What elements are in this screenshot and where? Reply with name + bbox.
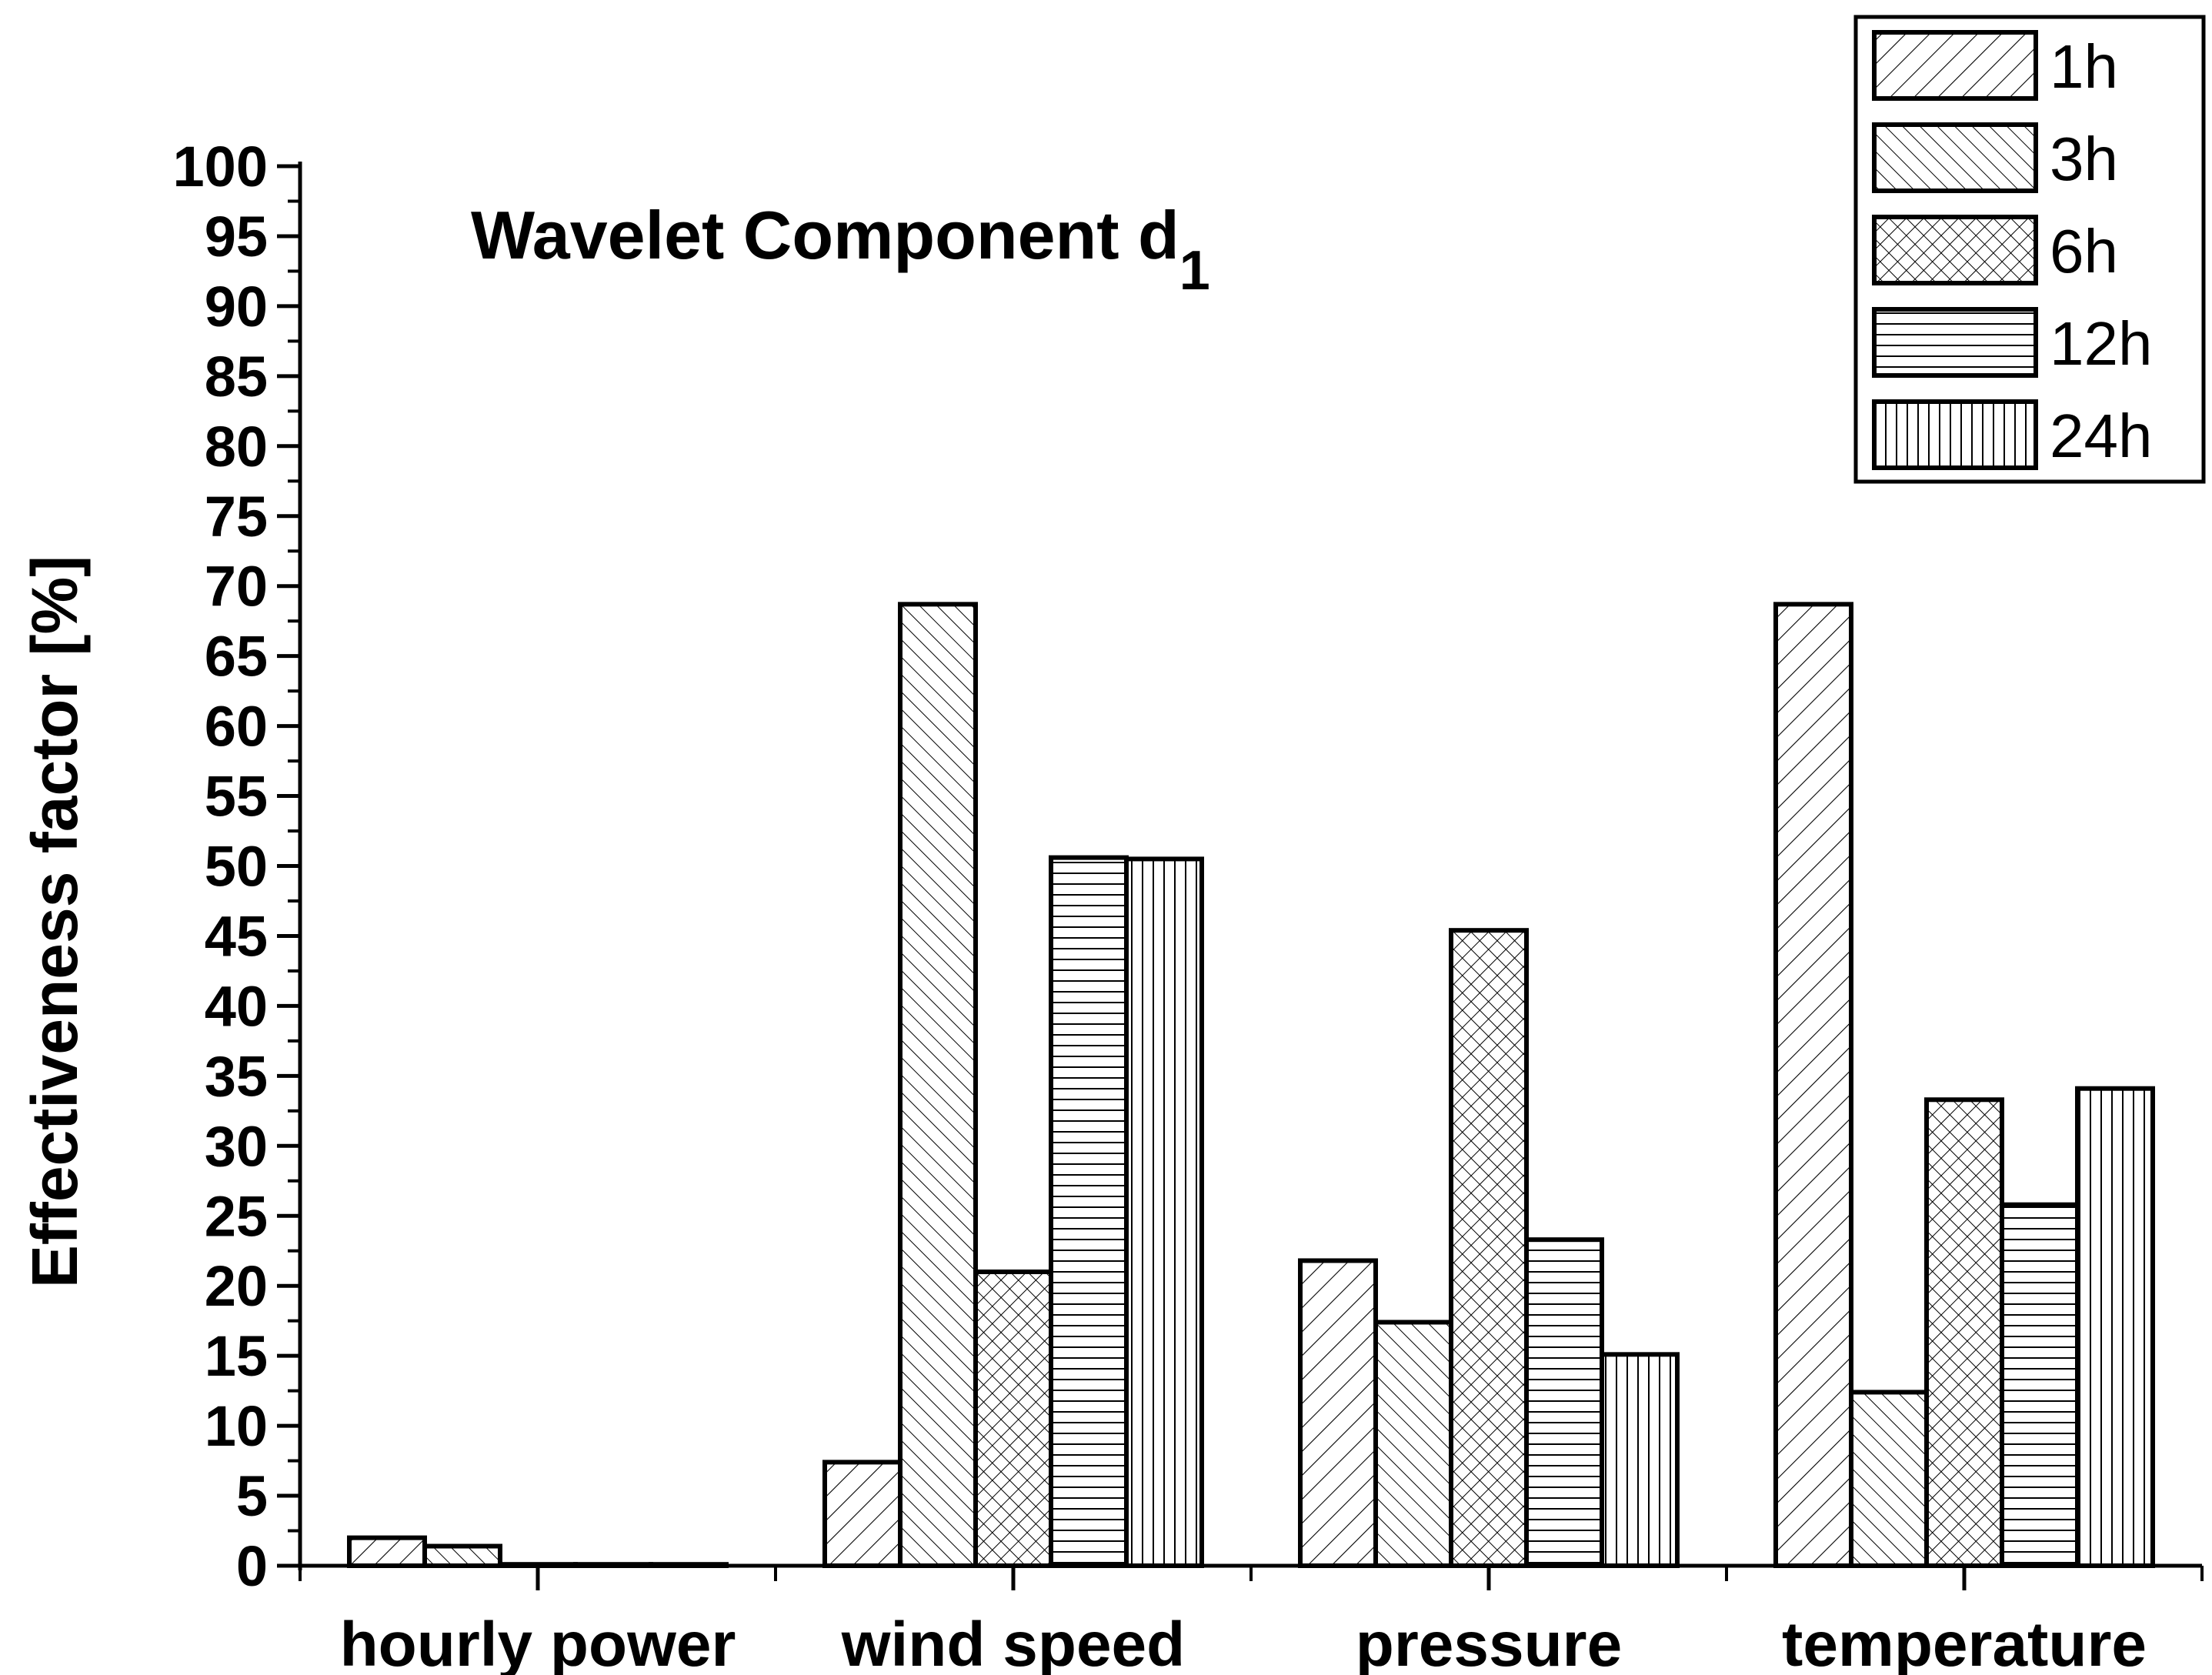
y-tick-label: 40: [205, 974, 268, 1038]
chart-title-main: Wavelet Component d: [471, 197, 1179, 273]
legend-swatch: [1872, 122, 2038, 193]
legend-label: 12h: [2050, 309, 2152, 378]
y-tick-label: 60: [205, 695, 268, 759]
y-tick-label: 100: [173, 135, 268, 199]
bar-3h-pressure: [1373, 1320, 1453, 1569]
y-tick-label: 45: [205, 904, 268, 968]
y-tick-label: 95: [205, 205, 268, 269]
x-category-label: wind speed: [841, 1610, 1186, 1675]
chart-title-subscript: 1: [1179, 240, 1210, 302]
legend-swatch: [1872, 215, 2038, 285]
y-tick-label: 0: [236, 1534, 268, 1598]
x-category-label: hourly power: [340, 1610, 736, 1675]
y-tick-label: 75: [205, 485, 268, 549]
y-tick-label: 90: [205, 275, 268, 339]
x-axis: hourly power wind speed pressure temperatur…: [299, 1563, 2204, 1675]
bar-1h-hourly-power: [347, 1535, 427, 1568]
bar-24h-pressure: [1600, 1352, 1680, 1569]
y-axis: 0510152025303540455055606570758085909510…: [173, 135, 302, 1598]
x-category-label: temperature: [1782, 1610, 2147, 1675]
y-tick-label: 15: [205, 1324, 268, 1388]
bar-12h-wind-speed: [1049, 855, 1129, 1569]
legend-swatch: [1872, 30, 2038, 101]
bar-12h-temperature: [2000, 1202, 2080, 1568]
legend-label: 1h: [2050, 32, 2118, 101]
bar-12h-hourly-power: [573, 1562, 653, 1569]
bar-6h-hourly-power: [498, 1562, 578, 1569]
y-tick-label: 50: [205, 835, 268, 899]
y-tick-label: 25: [205, 1184, 268, 1248]
bar-1h-temperature: [1773, 602, 1853, 1568]
legend-swatch: [1872, 399, 2038, 470]
bar-3h-temperature: [1849, 1390, 1929, 1568]
bar-6h-pressure: [1449, 928, 1529, 1568]
y-tick-label: 20: [205, 1254, 268, 1318]
legend-swatch: [1872, 307, 2038, 378]
legend-label: 24h: [2050, 402, 2152, 470]
bar-24h-hourly-power: [649, 1562, 729, 1569]
bar-12h-pressure: [1524, 1237, 1604, 1568]
y-tick-label: 85: [205, 345, 268, 409]
y-tick-label: 10: [205, 1394, 268, 1458]
bar-3h-wind-speed: [898, 602, 978, 1568]
bar-24h-temperature: [2075, 1086, 2155, 1568]
y-tick-label: 35: [205, 1044, 268, 1108]
y-tick-label: 65: [205, 625, 268, 689]
chart-title: Wavelet Component d1: [471, 197, 1210, 302]
bars: [347, 602, 2155, 1569]
bar-6h-wind-speed: [973, 1270, 1053, 1568]
x-category-label: pressure: [1356, 1610, 1622, 1675]
legend: 1h 3h 6h 12h 24h: [1853, 15, 2206, 484]
bar-1h-pressure: [1298, 1258, 1378, 1568]
y-tick-label: 70: [205, 555, 268, 619]
y-tick-label: 5: [236, 1464, 268, 1528]
bar-6h-temperature: [1924, 1097, 2004, 1568]
y-tick-label: 30: [205, 1114, 268, 1178]
y-axis-title: Effectiveness factor [%]: [18, 556, 91, 1288]
legend-label: 6h: [2050, 217, 2118, 285]
y-tick-label: 55: [205, 765, 268, 829]
bar-1h-wind-speed: [822, 1460, 902, 1569]
bar-3h-hourly-power: [422, 1543, 502, 1569]
y-tick-label: 80: [205, 415, 268, 479]
bar-24h-wind-speed: [1124, 856, 1204, 1568]
legend-label: 3h: [2050, 125, 2118, 193]
